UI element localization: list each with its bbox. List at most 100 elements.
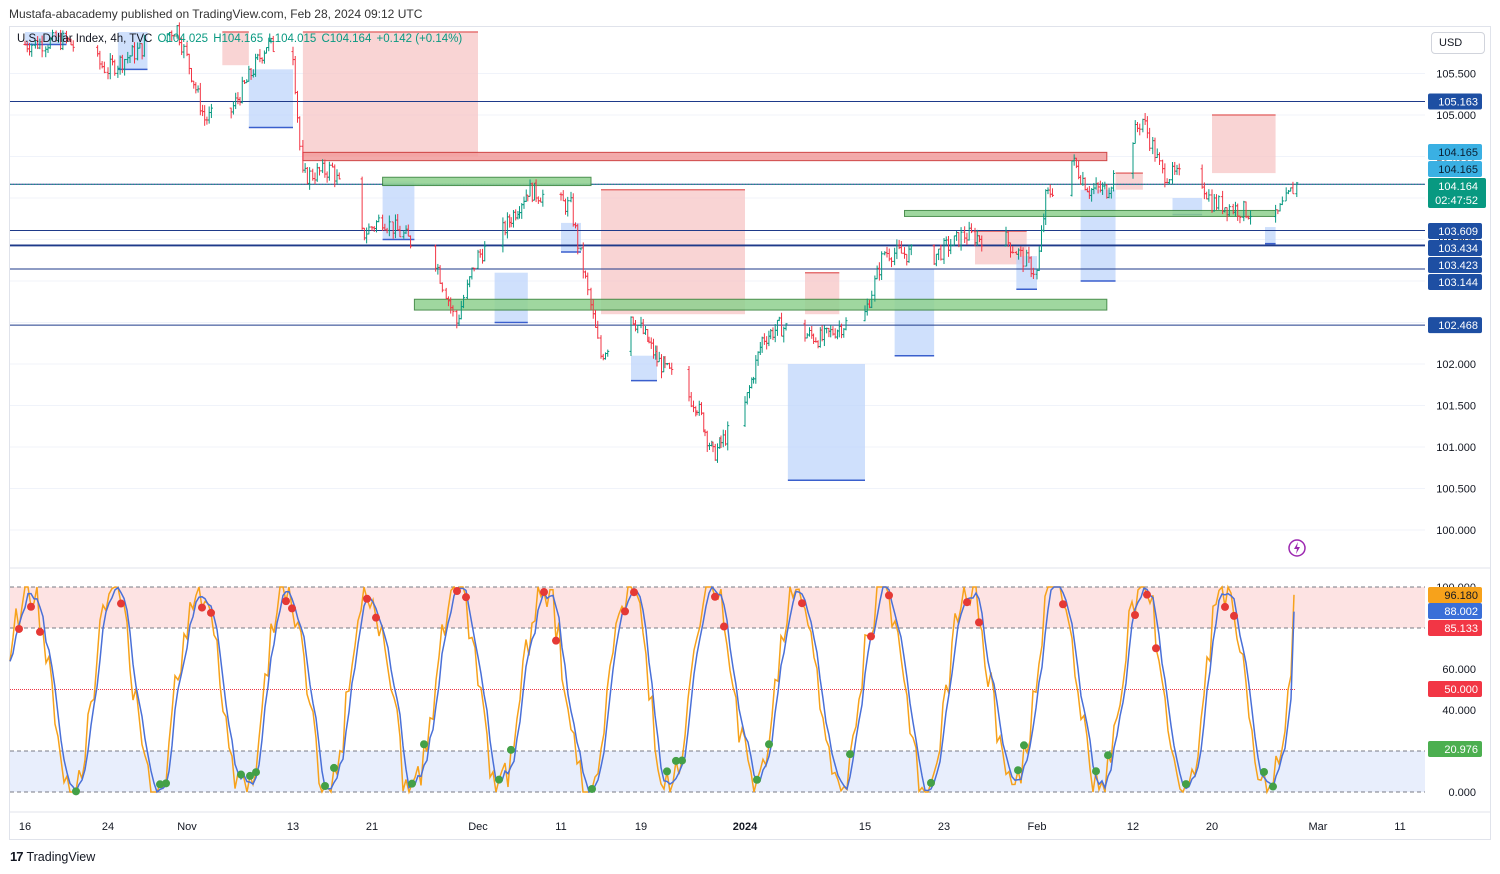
sell-signal-dot xyxy=(552,636,560,645)
sell-signal-dot xyxy=(711,592,719,601)
buy-signal-dot xyxy=(237,770,245,779)
time-axis-tick-label: 23 xyxy=(938,821,950,833)
buy-signal-dot xyxy=(678,756,686,765)
buy-signal-dot xyxy=(408,779,416,788)
buy-signal-dot xyxy=(507,745,515,754)
sell-signal-dot xyxy=(36,627,44,636)
time-axis-tick-label: Mar xyxy=(1309,821,1328,833)
time-axis-tick-label: 2024 xyxy=(733,821,758,833)
stoch-value-tag: 96.180 xyxy=(1428,587,1482,603)
price-tag-bg xyxy=(1428,161,1482,177)
tradingview-wordmark: TradingView xyxy=(26,849,96,864)
demand-zone xyxy=(494,272,528,323)
demand-zone xyxy=(894,268,935,356)
stoch-axis-tick-label: 0.000 xyxy=(1448,787,1476,799)
sell-signal-dot xyxy=(867,632,875,641)
buy-signal-dot xyxy=(252,768,260,777)
price-tag-text: 104.165 xyxy=(1438,164,1478,176)
sell-signal-dot xyxy=(630,588,638,597)
buy-signal-dot xyxy=(588,784,596,793)
buy-signal-dot xyxy=(1092,767,1100,776)
time-axis-tick-label: 21 xyxy=(366,821,378,833)
sell-signal-dot xyxy=(1230,611,1238,620)
stoch-value-tag: 88.002 xyxy=(1428,603,1482,619)
buy-signal-dot xyxy=(1182,780,1190,789)
sell-signal-dot xyxy=(1152,644,1160,653)
currency-button[interactable]: USD xyxy=(1431,32,1485,54)
demand-zone xyxy=(248,69,293,128)
price-tag-bg xyxy=(1428,223,1482,239)
time-axis-tick-label: 11 xyxy=(555,821,566,833)
current-price-countdown: 02:47:52 xyxy=(1435,195,1478,207)
buy-signal-dot xyxy=(765,740,773,749)
price-tag-bg xyxy=(1428,93,1482,110)
sell-signal-dot xyxy=(1143,590,1151,599)
sell-signal-dot xyxy=(798,599,806,608)
time-axis-tick-label: 15 xyxy=(859,821,871,833)
price-tag-text: 88.002 xyxy=(1444,606,1478,618)
publish-info: Mustafa-abacademy published on TradingVi… xyxy=(9,7,423,21)
price-tag-text: 96.180 xyxy=(1444,590,1478,602)
sell-signal-dot xyxy=(282,597,290,606)
buy-signal-dot xyxy=(156,780,164,789)
price-tag-text: 102.468 xyxy=(1438,320,1478,332)
stoch-axis-tick-label: 40.000 xyxy=(1442,705,1476,717)
level-price-tag: 105.163 xyxy=(1428,93,1482,110)
legend-high: H104.165 xyxy=(213,33,264,45)
price-tag-text: 85.133 xyxy=(1444,623,1478,635)
stoch-k-line xyxy=(9,584,1295,795)
price-tag-bg xyxy=(1428,144,1482,160)
price-axis-tick-label: 100.500 xyxy=(1436,484,1476,496)
supply-zone xyxy=(222,32,249,66)
buy-signal-dot xyxy=(162,779,170,788)
sell-signal-dot xyxy=(198,603,206,612)
sell-signal-dot xyxy=(372,613,380,622)
supply-zone xyxy=(601,189,745,315)
price-tag-bg xyxy=(1428,317,1482,334)
price-axis-tick-label: 105.000 xyxy=(1436,110,1476,122)
buy-signal-dot xyxy=(321,782,329,791)
green-zone-bar xyxy=(413,298,1108,311)
supply-zone xyxy=(302,32,478,157)
buy-signal-dot xyxy=(1260,767,1268,776)
current-price-value: 104.164 xyxy=(1438,181,1478,193)
red-zone-bar xyxy=(302,151,1108,162)
time-axis-tick-label: 13 xyxy=(287,821,299,833)
tradingview-logo: 17 TradingView xyxy=(10,849,95,864)
buy-signal-dot xyxy=(927,778,935,787)
time-axis-tick-label: 12 xyxy=(1127,821,1139,833)
lightning-icon xyxy=(1288,539,1306,557)
price-tag-bg xyxy=(1428,240,1482,256)
high-price-tag: 104.165 xyxy=(1428,161,1482,177)
high-price-tag: 104.165 xyxy=(1428,144,1482,160)
buy-signal-dot xyxy=(1269,782,1277,791)
price-axis-tick-label: 101.500 xyxy=(1436,401,1476,413)
price-tag-text: 104.165 xyxy=(1438,147,1478,159)
level-price-tag: 103.423 xyxy=(1428,257,1482,273)
legend-change: +0.142 (+0.14%) xyxy=(376,33,463,45)
level-price-tag: 102.468 xyxy=(1428,317,1482,334)
candles xyxy=(23,22,1299,463)
symbol-legend: price_panel U.S. Dollar Index, 4h, TVC O… xyxy=(17,33,464,45)
sell-signal-dot xyxy=(288,604,296,613)
level-price-tag: 103.609 xyxy=(1428,223,1482,239)
sell-signal-dot xyxy=(1059,600,1067,609)
current-price-bg xyxy=(1428,178,1486,208)
price-tag-text: 103.144 xyxy=(1438,277,1478,289)
price-axis-tick-label: 101.000 xyxy=(1436,442,1476,454)
buy-signal-dot xyxy=(495,775,503,784)
price-tag-bg xyxy=(1428,620,1482,636)
buy-signal-dot xyxy=(1104,751,1112,760)
price-tag-bg xyxy=(1428,741,1482,757)
sell-signal-dot xyxy=(720,622,728,631)
demand-zone xyxy=(1016,256,1037,290)
sell-signal-dot xyxy=(1131,610,1139,619)
sell-signal-dot xyxy=(363,594,371,603)
supply-zone xyxy=(1115,173,1143,190)
time-axis-tick-label: 16 xyxy=(19,821,31,833)
sell-signal-dot xyxy=(885,591,893,600)
sell-signal-dot xyxy=(540,588,548,597)
buy-signal-dot xyxy=(672,756,680,765)
price-tag-text: 50.000 xyxy=(1444,684,1478,696)
